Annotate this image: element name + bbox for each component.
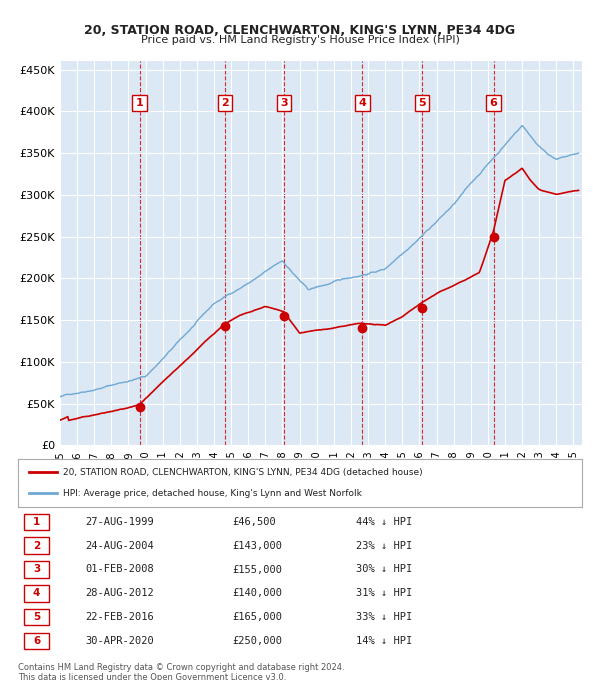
Text: 28-AUG-2012: 28-AUG-2012	[86, 588, 154, 598]
Text: 1: 1	[33, 517, 40, 527]
Text: 30% ↓ HPI: 30% ↓ HPI	[356, 564, 413, 575]
FancyBboxPatch shape	[23, 609, 49, 626]
FancyBboxPatch shape	[23, 537, 49, 554]
FancyBboxPatch shape	[23, 561, 49, 578]
Text: 30-APR-2020: 30-APR-2020	[86, 636, 154, 646]
Text: £155,000: £155,000	[232, 564, 283, 575]
Text: 5: 5	[418, 98, 425, 108]
Text: 22-FEB-2016: 22-FEB-2016	[86, 612, 154, 622]
Text: 24-AUG-2004: 24-AUG-2004	[86, 541, 154, 551]
Text: 33% ↓ HPI: 33% ↓ HPI	[356, 612, 413, 622]
Text: 1: 1	[136, 98, 143, 108]
Text: 20, STATION ROAD, CLENCHWARTON, KING'S LYNN, PE34 4DG (detached house): 20, STATION ROAD, CLENCHWARTON, KING'S L…	[63, 468, 423, 477]
Text: 2: 2	[221, 98, 229, 108]
Text: 6: 6	[490, 98, 497, 108]
Text: 23% ↓ HPI: 23% ↓ HPI	[356, 541, 413, 551]
Text: 14% ↓ HPI: 14% ↓ HPI	[356, 636, 413, 646]
Text: £46,500: £46,500	[232, 517, 276, 527]
Text: £140,000: £140,000	[232, 588, 283, 598]
Text: 44% ↓ HPI: 44% ↓ HPI	[356, 517, 413, 527]
Text: 27-AUG-1999: 27-AUG-1999	[86, 517, 154, 527]
Text: Contains HM Land Registry data © Crown copyright and database right 2024.
This d: Contains HM Land Registry data © Crown c…	[18, 663, 344, 680]
Text: £250,000: £250,000	[232, 636, 283, 646]
Text: 2: 2	[33, 541, 40, 551]
Text: Price paid vs. HM Land Registry's House Price Index (HPI): Price paid vs. HM Land Registry's House …	[140, 35, 460, 46]
Text: 20, STATION ROAD, CLENCHWARTON, KING'S LYNN, PE34 4DG: 20, STATION ROAD, CLENCHWARTON, KING'S L…	[85, 24, 515, 37]
Text: 6: 6	[33, 636, 40, 646]
FancyBboxPatch shape	[23, 632, 49, 649]
Text: 4: 4	[358, 98, 366, 108]
FancyBboxPatch shape	[23, 513, 49, 530]
Text: 31% ↓ HPI: 31% ↓ HPI	[356, 588, 413, 598]
Text: 3: 3	[33, 564, 40, 575]
Text: £165,000: £165,000	[232, 612, 283, 622]
Text: 4: 4	[33, 588, 40, 598]
Text: £143,000: £143,000	[232, 541, 283, 551]
Text: 3: 3	[280, 98, 287, 108]
Text: 5: 5	[33, 612, 40, 622]
FancyBboxPatch shape	[23, 585, 49, 602]
Text: HPI: Average price, detached house, King's Lynn and West Norfolk: HPI: Average price, detached house, King…	[63, 489, 362, 498]
Text: 01-FEB-2008: 01-FEB-2008	[86, 564, 154, 575]
